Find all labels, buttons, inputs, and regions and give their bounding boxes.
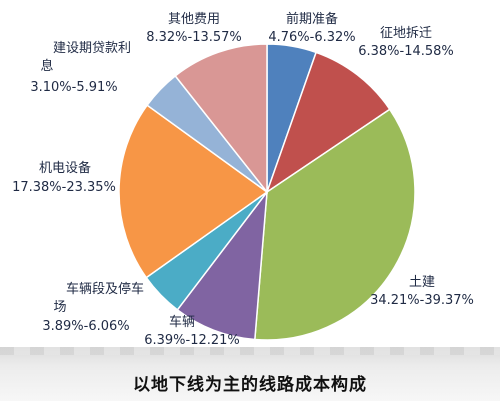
label-cheliangduan-range: 3.89%-6.06% <box>42 319 129 334</box>
label-daikuan-name-1: 建设期贷款利 <box>53 41 131 56</box>
background-photo-strip <box>0 347 500 401</box>
label-tujian-range: 34.21%-39.37% <box>370 293 474 308</box>
label-qianqi-range: 4.76%-6.32% <box>268 30 355 45</box>
label-daikuan-name-2: 息 <box>40 58 53 74</box>
label-cheliang-range: 6.39%-12.21% <box>144 333 240 348</box>
label-cheliangduan-name-1: 车辆段及停车 <box>66 281 144 297</box>
label-tujian-name: 土建 <box>409 275 435 290</box>
label-daikuan-range: 3.10%-5.91% <box>30 80 117 95</box>
pie-chart: 前期准备 4.76%-6.32% 征地拆迁 6.38%-14.58% 土建 34… <box>12 11 474 348</box>
label-cheliangduan-name-2: 场 <box>53 300 66 315</box>
pie-slice-1 <box>265 51 391 194</box>
pie-slice-5 <box>118 104 269 279</box>
label-zhengdi-name: 征地拆迁 <box>380 26 432 41</box>
label-qita-name: 其他费用 <box>168 12 220 27</box>
pie-slice-7 <box>174 43 268 195</box>
label-qianqi-name: 前期准备 <box>286 11 338 27</box>
label-qita-range: 8.32%-13.57% <box>146 30 242 45</box>
pie-slices <box>118 43 416 341</box>
label-cheliang-name: 车辆 <box>169 314 195 330</box>
label-jidian-name: 机电设备 <box>39 160 91 176</box>
chart-caption: 以地下线为主的线路成本构成 <box>133 375 367 395</box>
label-zhengdi-range: 6.38%-14.58% <box>358 44 454 59</box>
label-jidian-range: 17.38%-23.35% <box>12 180 116 195</box>
pie-slice-3 <box>176 189 268 341</box>
pie-slice-2 <box>254 108 416 341</box>
